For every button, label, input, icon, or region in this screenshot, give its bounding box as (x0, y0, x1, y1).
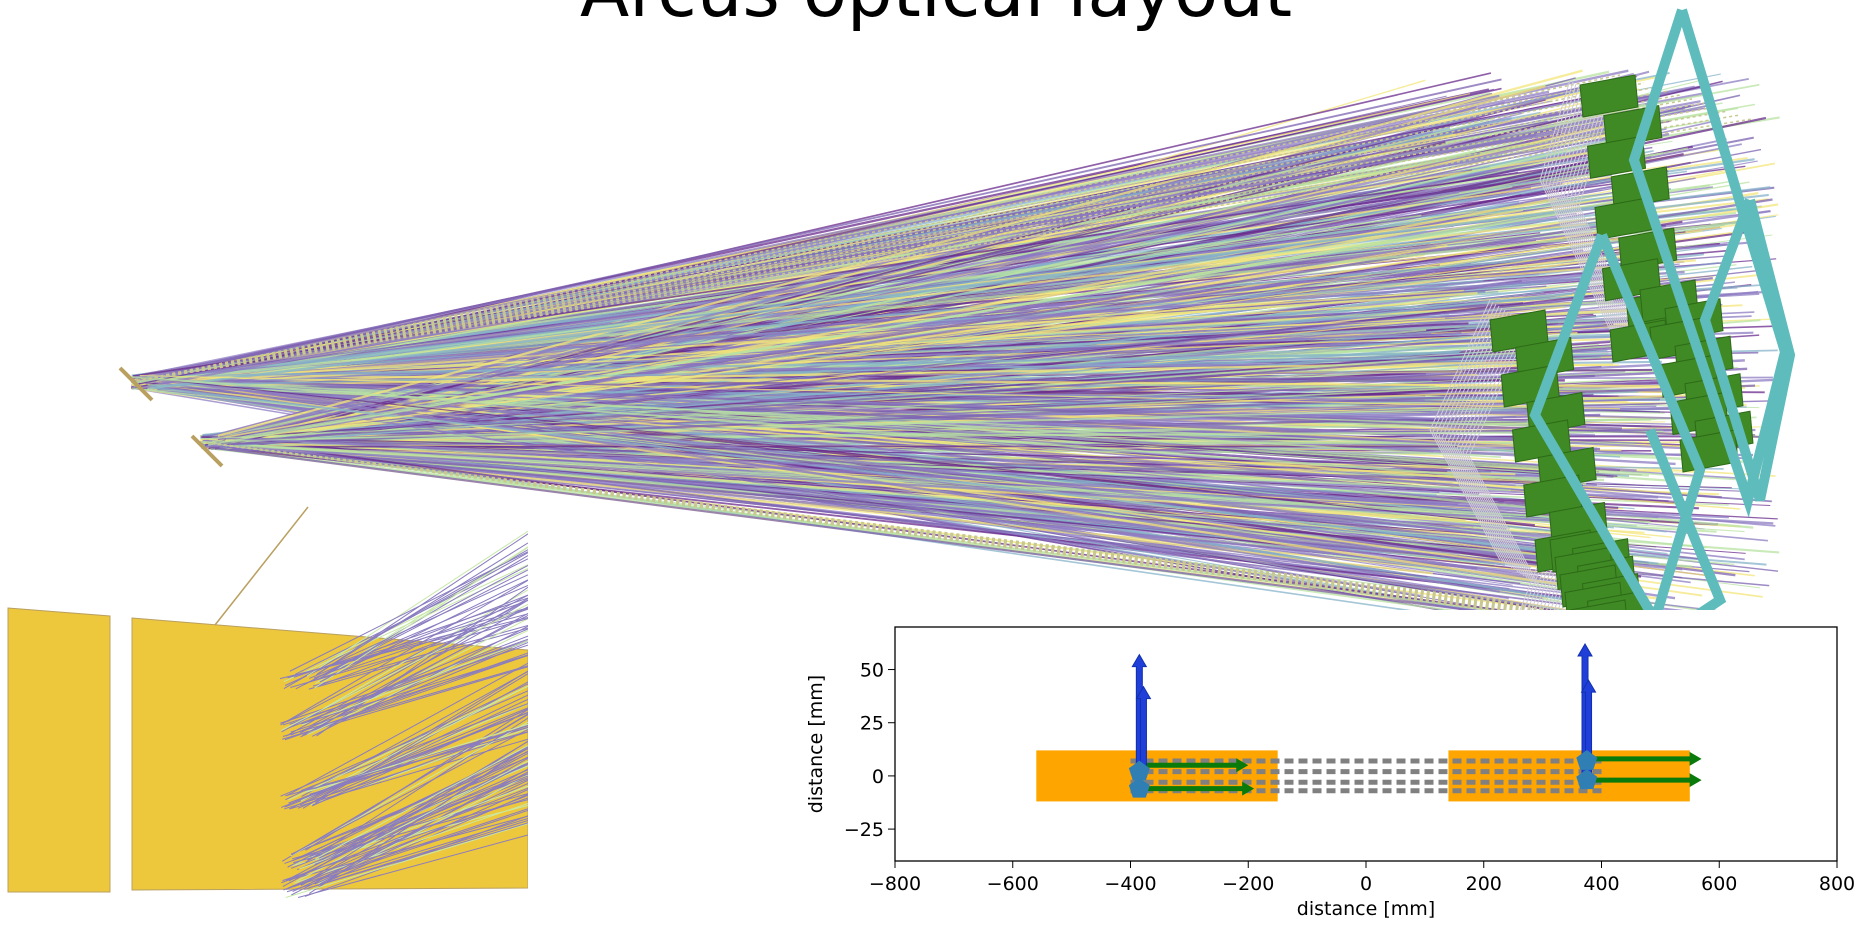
x-tick-label: −600 (987, 873, 1039, 895)
y-tick-label: 0 (872, 766, 884, 788)
figure-title: Arcus optical layout (580, 0, 1292, 33)
x-tick-label: 200 (1466, 873, 1502, 895)
plate (8, 608, 110, 892)
x-tick-label: −200 (1222, 873, 1274, 895)
y-tick-label: 25 (860, 713, 884, 735)
ray-trace (120, 10, 1790, 642)
x-tick-label: −800 (869, 873, 921, 895)
x-tick-label: 800 (1819, 873, 1855, 895)
x-tick-label: 600 (1701, 873, 1737, 895)
y-axis-label: distance [mm] (805, 675, 827, 813)
y-tick-label: −25 (844, 819, 884, 841)
y-tick-label: 50 (860, 660, 884, 682)
detail-view (8, 507, 528, 898)
x-tick-label: −400 (1104, 873, 1156, 895)
x-axis-label: distance [mm] (1297, 898, 1435, 920)
x-tick-label: 0 (1360, 873, 1372, 895)
mirror-module (1036, 750, 1277, 801)
x-tick-label: 400 (1583, 873, 1619, 895)
inset-background (790, 612, 1860, 923)
ray (215, 507, 308, 625)
